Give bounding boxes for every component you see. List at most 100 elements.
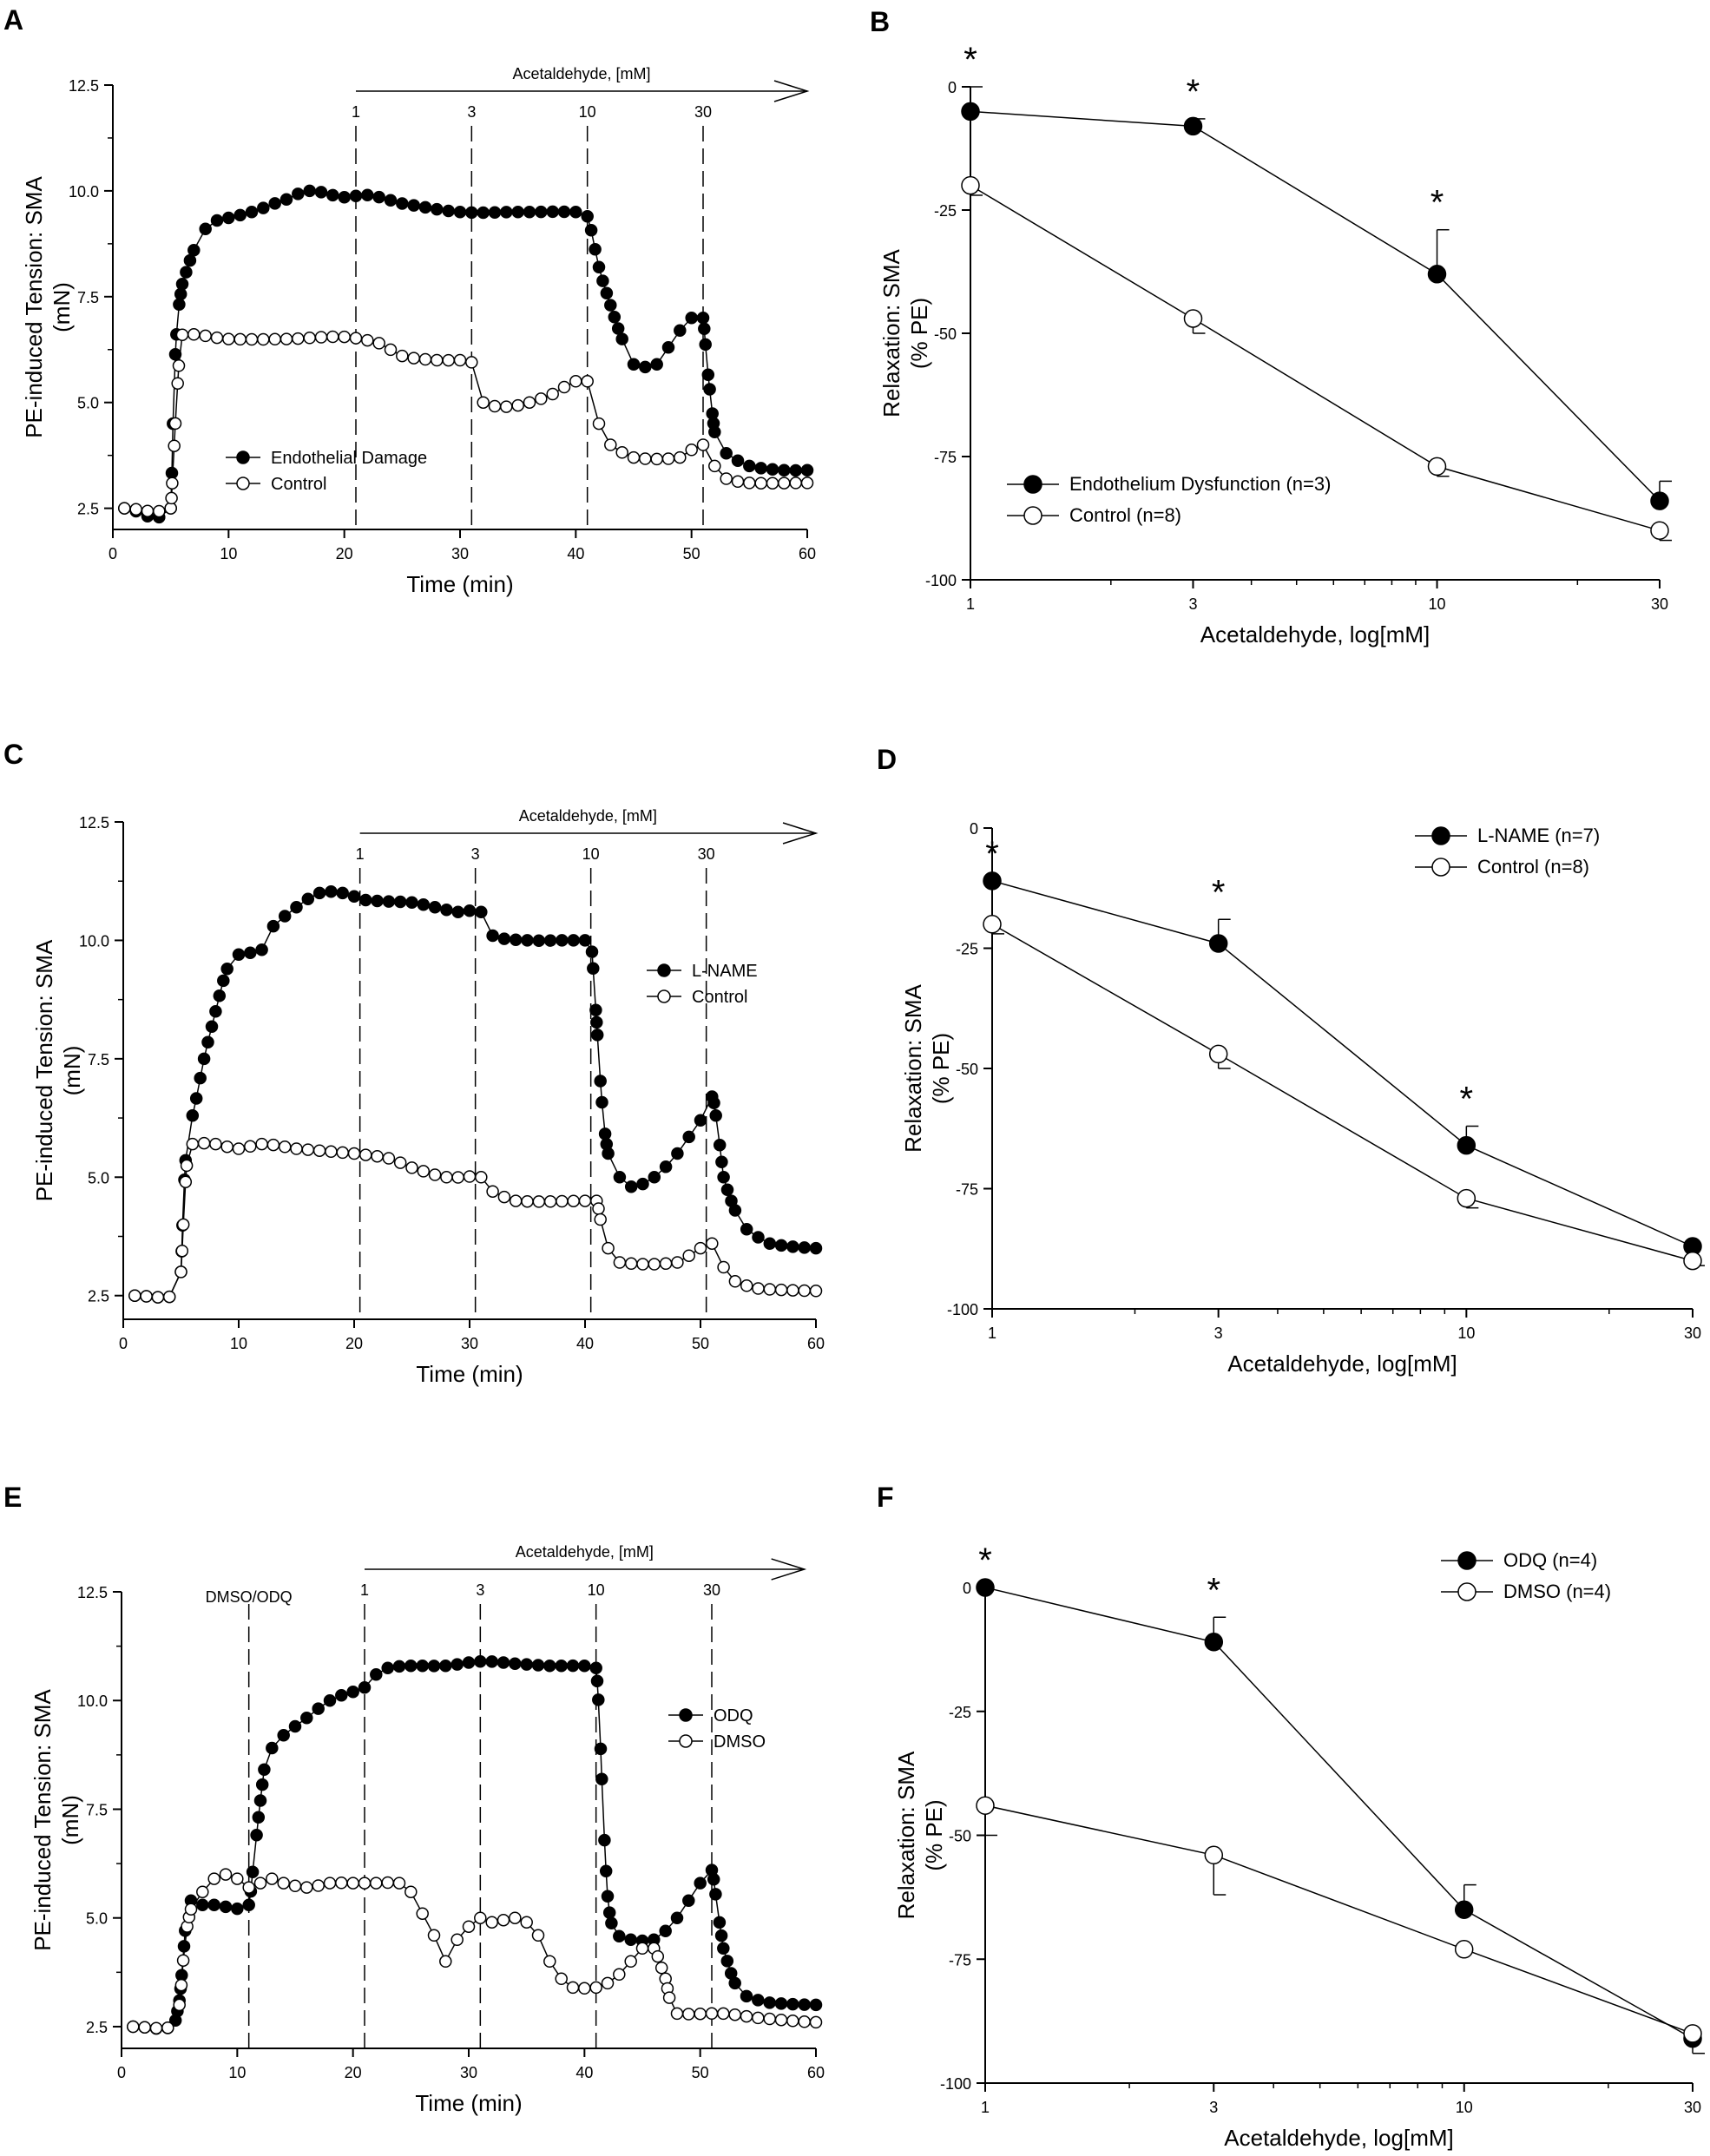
data-point-filled (312, 1702, 325, 1715)
significance-star: * (985, 835, 999, 873)
legend: Endothelium Dysfunction (n=3) Control (n=… (1007, 473, 1331, 526)
panel-label: C (3, 739, 23, 770)
data-point-filled (232, 948, 246, 962)
data-point-open (382, 1152, 396, 1165)
legend-marker-open (679, 1734, 693, 1748)
data-point-filled (983, 871, 1002, 891)
data-point-open (624, 1257, 638, 1271)
panel-d: D 1 3 10 30 0 -25 -50 -75 -100 Acetaldehyde, log[m… (877, 744, 1705, 1377)
data-point-open (763, 2012, 776, 2026)
y-tick-label: -100 (940, 2075, 971, 2093)
data-point-filled (701, 368, 715, 381)
y-tick-label: 12.5 (79, 814, 109, 832)
data-point-filled (624, 1180, 638, 1193)
data-point-filled (556, 934, 569, 947)
legend-label: Control (n=8) (1477, 856, 1589, 878)
data-point-filled (301, 892, 315, 905)
data-point-open (197, 1136, 211, 1150)
legend-label: Endothelium Dysfunction (n=3) (1069, 473, 1331, 495)
series-line (124, 190, 808, 518)
data-point-filled (266, 919, 280, 933)
data-point-open (233, 332, 247, 346)
y-tick-label: -75 (949, 1951, 971, 1969)
data-point-filled (566, 1659, 580, 1673)
data-point-open (578, 1194, 592, 1207)
y-tick-label: 0 (970, 820, 978, 838)
data-point-filled (670, 1911, 684, 1924)
x-tick-label: 60 (807, 2064, 825, 2081)
y-axis-title-line: PE-induced Tension: SMA (31, 939, 57, 1201)
data-point-filled (1427, 265, 1447, 284)
data-point-filled (488, 206, 502, 220)
y-axis-title: PE-induced Tension: SMA(mN) (30, 1689, 83, 1951)
data-point-filled (707, 1872, 720, 1886)
y-tick-label: 5.0 (77, 395, 99, 412)
legend: ODQ (n=4) DMSO (n=4) (1441, 1549, 1611, 1602)
data-point-filled (268, 197, 281, 210)
data-point-filled (639, 360, 652, 374)
y-axis-title-line: (mN) (49, 282, 75, 332)
data-point-open (546, 387, 559, 401)
data-point-filled (720, 1183, 734, 1197)
data-point-filled (543, 1659, 556, 1673)
series-treatment (118, 184, 814, 524)
dose-label: 30 (698, 845, 715, 863)
data-point-open (336, 1146, 349, 1160)
data-point-open (511, 398, 524, 412)
data-point-open (475, 1171, 488, 1184)
data-point-open (431, 353, 444, 367)
y-tick-label: -25 (956, 941, 978, 958)
data-point-open (1457, 1188, 1477, 1208)
x-tick-label: 50 (683, 545, 700, 562)
y-tick-label: 10.0 (79, 932, 109, 950)
data-point-open (520, 1916, 533, 1929)
data-point-filled (763, 1237, 777, 1250)
data-point-filled (207, 1898, 220, 1911)
legend-label: Control (n=8) (1069, 504, 1181, 526)
data-point-open (325, 1145, 338, 1159)
data-point-filled (661, 341, 675, 354)
legend: ODQ DMSO (668, 1706, 766, 1752)
x-tick-label: 50 (692, 2064, 709, 2081)
series-treatment (983, 871, 1702, 1256)
x-tick-label: 3 (1188, 595, 1197, 613)
data-point-filled (648, 1171, 661, 1184)
series-control (983, 915, 1705, 1271)
data-point-open (720, 472, 733, 485)
data-point-filled (474, 1654, 487, 1668)
x-tick-label: 1 (966, 595, 975, 613)
significance-star: * (1207, 1571, 1220, 1609)
x-tick-label: 0 (117, 2064, 126, 2081)
data-point-open (153, 504, 166, 518)
x-tick-label: 20 (345, 1335, 363, 1352)
data-point-open (428, 1168, 442, 1181)
data-point-open (173, 1998, 186, 2012)
data-point-open (569, 375, 582, 388)
data-point-filled (581, 209, 594, 223)
data-point-filled (600, 286, 614, 300)
data-point-filled (800, 463, 814, 477)
data-point-open (463, 1170, 477, 1183)
data-point-open (624, 1955, 637, 1969)
x-tick-label: 10 (1429, 595, 1446, 613)
y-tick-label: 12.5 (77, 1584, 108, 1601)
data-point-filled (361, 188, 374, 202)
data-point-open (347, 1147, 361, 1160)
data-point-open (555, 1972, 568, 1986)
data-point-open (129, 503, 142, 516)
data-point-open (138, 2021, 151, 2034)
data-point-filled (300, 1712, 313, 1725)
data-point-filled (708, 425, 721, 439)
dose-label: 1 (360, 1581, 369, 1599)
data-point-filled (325, 885, 338, 898)
x-tick-label: 60 (799, 545, 816, 562)
series-line (984, 1804, 1694, 2034)
data-point-filled (709, 1888, 722, 1901)
y-tick-label: 10.0 (77, 1693, 108, 1710)
data-point-filled (180, 266, 193, 279)
data-point-filled (589, 243, 602, 256)
data-point-open (717, 1260, 730, 1274)
y-axis-title: PE-induced Tension: SMA(mN) (21, 176, 75, 438)
data-point-filled (258, 1763, 271, 1777)
data-point-filled (694, 1877, 707, 1890)
